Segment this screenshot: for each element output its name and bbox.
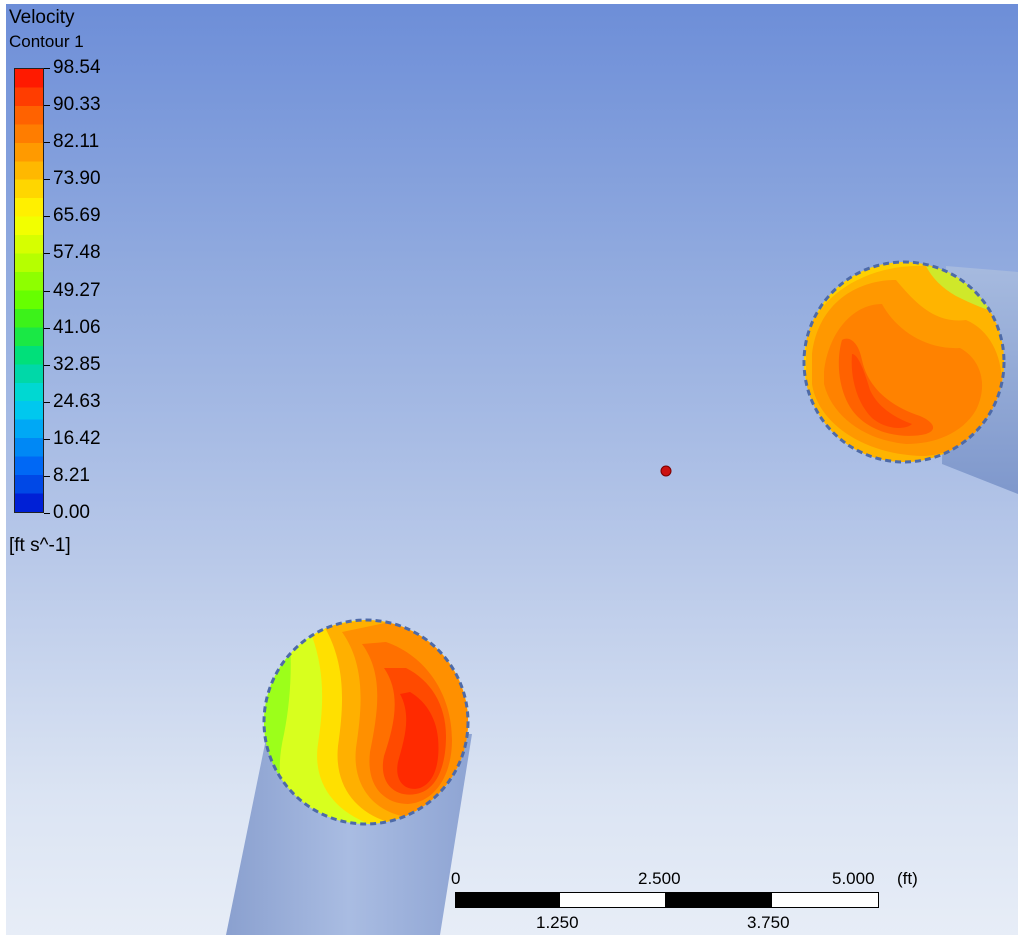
legend-tick-mark <box>44 105 50 107</box>
scale-bar-segment-1 <box>455 892 560 908</box>
legend-tick-label: 98.54 <box>53 57 101 78</box>
scale-label-3750: 3.750 <box>747 913 790 932</box>
origin-marker <box>660 465 672 477</box>
legend-tick-mark <box>44 179 50 181</box>
legend-tick-label: 24.63 <box>53 390 101 412</box>
legend-tick-mark <box>44 290 50 292</box>
legend-tick-mark <box>44 513 50 514</box>
legend-tick-label: 73.90 <box>53 168 101 190</box>
scale-label-5000: 5.000 <box>832 869 875 888</box>
legend-tick-mark <box>44 364 50 366</box>
contour-upper-right-rim <box>802 260 1006 464</box>
legend-tick-label: 82.11 <box>53 131 100 153</box>
legend-units: [ft s^-1] <box>9 535 71 556</box>
scale-unit: (ft) <box>897 869 918 888</box>
scale-label-1250: 1.250 <box>536 913 579 932</box>
legend-tick-mark <box>44 401 50 403</box>
scale-label-2500: 2.500 <box>638 869 681 888</box>
scale-bar-segment-2 <box>559 892 666 908</box>
legend-tick-label: 16.42 <box>53 427 101 449</box>
contour-lower-left-rim <box>262 618 470 826</box>
legend-tick-label: 57.48 <box>53 242 101 264</box>
cfd-viewport[interactable]: Velocity Contour 1 98.54 90.33 82.11 73.90 6… <box>6 4 1018 935</box>
legend-tick-label: 90.33 <box>53 94 101 116</box>
legend-subtitle: Contour 1 <box>9 32 84 51</box>
legend-tick-mark <box>44 68 50 69</box>
legend-colorbar <box>14 68 44 513</box>
legend-tick-mark <box>44 327 50 329</box>
scale-bar-segment-3 <box>665 892 772 908</box>
scale-label-0: 0 <box>451 869 461 888</box>
legend-tick-mark <box>44 142 50 144</box>
legend-tick-mark <box>44 438 50 440</box>
legend-title: Velocity <box>9 7 75 28</box>
legend-tick-mark <box>44 475 50 477</box>
scale-bar-segment-4 <box>771 892 879 908</box>
contour-lower-left <box>264 620 468 824</box>
legend-tick-label: 32.85 <box>53 353 101 375</box>
legend-tick-label: 49.27 <box>53 279 101 301</box>
legend-tick-mark <box>44 253 50 255</box>
legend-tick-label: 0.00 <box>53 502 90 523</box>
legend-tick-mark <box>44 216 50 218</box>
legend-tick-label: 65.69 <box>53 205 101 227</box>
contour-upper-right <box>804 262 1004 462</box>
legend-tick-label: 41.06 <box>53 316 101 338</box>
pipe-contour-scene <box>226 260 1018 935</box>
legend-tick-label: 8.21 <box>53 464 90 486</box>
